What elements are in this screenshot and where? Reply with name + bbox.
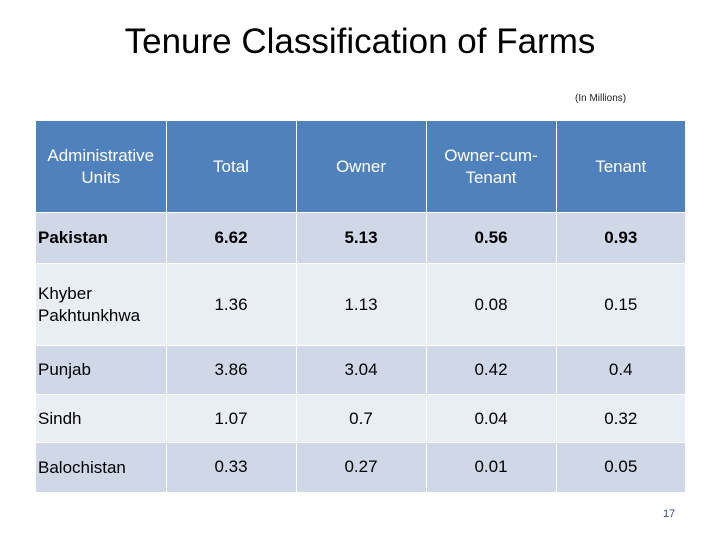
table-cell: 0.33	[166, 442, 297, 492]
table-cell: 5.13	[296, 212, 427, 264]
table-cell: 0.15	[556, 263, 685, 346]
tenure-table: Administrative Units Total Owner Owner-c…	[36, 121, 685, 492]
table-cell: 0.08	[426, 263, 557, 346]
table-row: Balochistan 0.33 0.27 0.01 0.05	[36, 442, 685, 492]
table-header-row: Administrative Units Total Owner Owner-c…	[36, 121, 685, 213]
table-cell: 0.27	[296, 442, 427, 492]
table-cell: 0.04	[426, 394, 557, 443]
table-cell: 0.32	[556, 394, 685, 443]
table-cell: 0.93	[556, 212, 685, 264]
table-cell: 0.4	[556, 345, 685, 395]
column-header: Total	[166, 121, 297, 213]
table-cell: 0.05	[556, 442, 685, 492]
table-row: Khyber Pakhtunkhwa 1.36 1.13 0.08 0.15	[36, 263, 685, 346]
row-label: Pakistan	[36, 212, 167, 264]
table-cell: 1.36	[166, 263, 297, 346]
table-row: Punjab 3.86 3.04 0.42 0.4	[36, 345, 685, 395]
row-label: Balochistan	[36, 442, 167, 492]
page-number: 17	[663, 508, 676, 520]
table-cell: 0.42	[426, 345, 557, 395]
table-cell: 1.07	[166, 394, 297, 443]
table-cell: 3.04	[296, 345, 427, 395]
table-cell: 6.62	[166, 212, 297, 264]
table-cell: 1.13	[296, 263, 427, 346]
column-header: Tenant	[556, 121, 685, 213]
row-label: Punjab	[36, 345, 167, 395]
table-row: Sindh 1.07 0.7 0.04 0.32	[36, 394, 685, 443]
table-cell: 0.7	[296, 394, 427, 443]
row-label: Sindh	[36, 394, 167, 443]
slide-title: Tenure Classification of Farms	[124, 22, 596, 61]
unit-note: (In Millions)	[575, 93, 627, 104]
column-header: Owner	[296, 121, 427, 213]
table-cell: 0.01	[426, 442, 557, 492]
table-cell: 0.56	[426, 212, 557, 264]
column-header: Owner-cum-Tenant	[426, 121, 557, 213]
table-cell: 3.86	[166, 345, 297, 395]
column-header: Administrative Units	[36, 121, 167, 213]
table-row: Pakistan 6.62 5.13 0.56 0.93	[36, 212, 685, 264]
row-label: Khyber Pakhtunkhwa	[36, 263, 167, 346]
